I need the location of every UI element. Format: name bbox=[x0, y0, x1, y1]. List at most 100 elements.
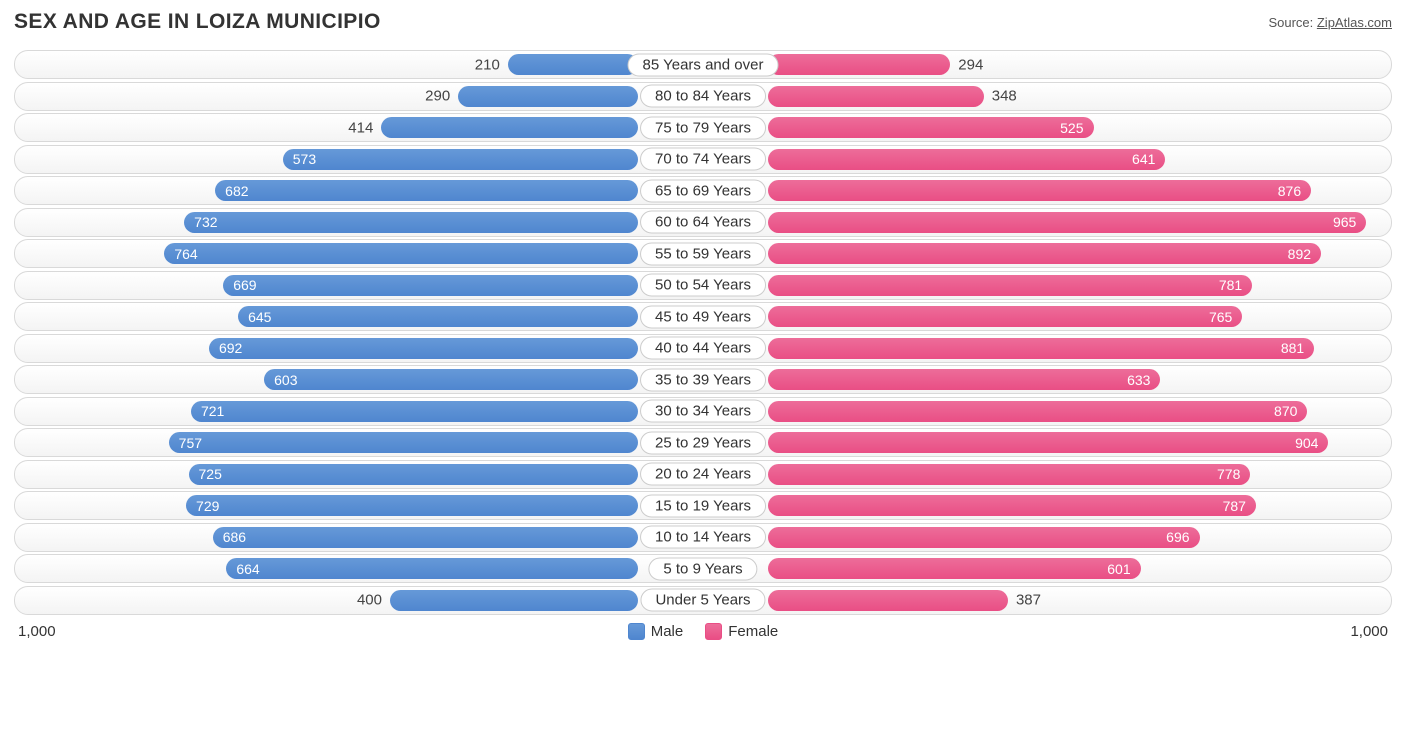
male-bar: 729 bbox=[186, 495, 638, 516]
male-value: 757 bbox=[179, 435, 202, 451]
male-value: 729 bbox=[196, 498, 219, 514]
age-group-label: 50 to 54 Years bbox=[640, 274, 766, 297]
pyramid-row: 57364170 to 74 Years bbox=[14, 145, 1392, 174]
age-group-label: 35 to 39 Years bbox=[640, 368, 766, 391]
male-bar: 664 bbox=[226, 558, 638, 579]
male-bar: 764 bbox=[164, 243, 638, 264]
male-value: 686 bbox=[223, 529, 246, 545]
male-bar: 721 bbox=[191, 401, 638, 422]
female-value: 641 bbox=[1132, 151, 1155, 167]
age-group-label: 75 to 79 Years bbox=[640, 116, 766, 139]
male-value: 603 bbox=[274, 372, 297, 388]
female-bar: 696 bbox=[768, 527, 1200, 548]
pyramid-row: 210 294 85 Years and over bbox=[14, 50, 1392, 79]
age-group-label: 55 to 59 Years bbox=[640, 242, 766, 265]
pyramid-row: 664 601 5 to 9 Years bbox=[14, 554, 1392, 583]
female-bar: 633 bbox=[768, 369, 1160, 390]
pyramid-row: 290 348 80 to 84 Years bbox=[14, 82, 1392, 111]
age-group-label: 45 to 49 Years bbox=[640, 305, 766, 328]
male-bar: 732 bbox=[184, 212, 638, 233]
male-value: 664 bbox=[236, 561, 259, 577]
female-bar: 765 bbox=[768, 306, 1242, 327]
male-bar bbox=[390, 590, 638, 611]
male-bar: 725 bbox=[189, 464, 639, 485]
female-bar: 641 bbox=[768, 149, 1165, 170]
age-group-label: 30 to 34 Years bbox=[640, 400, 766, 423]
male-bar bbox=[508, 54, 638, 75]
male-bar bbox=[458, 86, 638, 107]
pyramid-row: 725 778 20 to 24 Years bbox=[14, 460, 1392, 489]
female-bar: 870 bbox=[768, 401, 1307, 422]
source-link[interactable]: ZipAtlas.com bbox=[1317, 15, 1392, 30]
female-bar: 601 bbox=[768, 558, 1141, 579]
female-value: 696 bbox=[1166, 529, 1189, 545]
male-bar bbox=[381, 117, 638, 138]
male-bar: 692 bbox=[209, 338, 638, 359]
male-value: 645 bbox=[248, 309, 271, 325]
male-value: 573 bbox=[293, 151, 316, 167]
pyramid-row: 41452575 to 79 Years bbox=[14, 113, 1392, 142]
female-value: 965 bbox=[1333, 214, 1356, 230]
female-value: 294 bbox=[958, 56, 983, 73]
legend-male-label: Male bbox=[651, 623, 684, 640]
age-group-label: 85 Years and over bbox=[628, 53, 779, 76]
chart-legend: Male Female bbox=[628, 623, 779, 640]
pyramid-row: 721 870 30 to 34 Years bbox=[14, 397, 1392, 426]
age-group-label: Under 5 Years bbox=[640, 589, 765, 612]
male-bar: 603 bbox=[264, 369, 638, 390]
chart-header: SEX AND AGE IN LOIZA MUNICIPIO Source: Z… bbox=[14, 10, 1392, 34]
female-value: 892 bbox=[1288, 246, 1311, 262]
pyramid-row: 682 876 65 to 69 Years bbox=[14, 176, 1392, 205]
male-value: 210 bbox=[475, 56, 500, 73]
pyramid-row: 603 633 35 to 39 Years bbox=[14, 365, 1392, 394]
age-group-label: 10 to 14 Years bbox=[640, 526, 766, 549]
pyramid-row: 669 781 50 to 54 Years bbox=[14, 271, 1392, 300]
female-value: 870 bbox=[1274, 403, 1297, 419]
legend-item-male: Male bbox=[628, 623, 684, 640]
pyramid-row: 764 892 55 to 59 Years bbox=[14, 239, 1392, 268]
male-value: 669 bbox=[233, 277, 256, 293]
male-value: 692 bbox=[219, 340, 242, 356]
female-value: 633 bbox=[1127, 372, 1150, 388]
pyramid-row: 400387Under 5 Years bbox=[14, 586, 1392, 615]
age-group-label: 25 to 29 Years bbox=[640, 431, 766, 454]
female-bar bbox=[768, 54, 950, 75]
chart-title: SEX AND AGE IN LOIZA MUNICIPIO bbox=[14, 10, 381, 34]
axis-label-right: 1,000 bbox=[1350, 623, 1388, 640]
female-bar: 781 bbox=[768, 275, 1252, 296]
source-prefix: Source: bbox=[1268, 15, 1316, 30]
age-group-label: 5 to 9 Years bbox=[648, 557, 757, 580]
male-bar: 682 bbox=[215, 180, 638, 201]
female-bar: 876 bbox=[768, 180, 1311, 201]
pyramid-row: 69288140 to 44 Years bbox=[14, 334, 1392, 363]
female-value: 904 bbox=[1295, 435, 1318, 451]
female-value: 781 bbox=[1219, 277, 1242, 293]
male-value: 764 bbox=[174, 246, 197, 262]
age-group-label: 20 to 24 Years bbox=[640, 463, 766, 486]
male-value: 290 bbox=[425, 88, 450, 105]
female-bar: 881 bbox=[768, 338, 1314, 359]
pyramid-row: 732 965 60 to 64 Years bbox=[14, 208, 1392, 237]
female-value: 876 bbox=[1278, 183, 1301, 199]
axis-label-left: 1,000 bbox=[18, 623, 56, 640]
female-bar bbox=[768, 86, 984, 107]
male-value: 732 bbox=[194, 214, 217, 230]
male-value: 682 bbox=[225, 183, 248, 199]
female-bar: 525 bbox=[768, 117, 1094, 138]
age-group-label: 65 to 69 Years bbox=[640, 179, 766, 202]
chart-footer: 1,000 Male Female 1,000 bbox=[14, 623, 1392, 640]
age-group-label: 80 to 84 Years bbox=[640, 85, 766, 108]
female-bar: 892 bbox=[768, 243, 1321, 264]
female-bar bbox=[768, 590, 1008, 611]
pyramid-row: 72978715 to 19 Years bbox=[14, 491, 1392, 520]
male-bar: 573 bbox=[283, 149, 638, 170]
male-bar: 686 bbox=[213, 527, 638, 548]
male-value: 400 bbox=[357, 592, 382, 609]
male-value: 721 bbox=[201, 403, 224, 419]
female-value: 348 bbox=[992, 88, 1017, 105]
female-value: 778 bbox=[1217, 466, 1240, 482]
legend-female-label: Female bbox=[728, 623, 778, 640]
pyramid-row: 686 696 10 to 14 Years bbox=[14, 523, 1392, 552]
female-bar: 965 bbox=[768, 212, 1366, 233]
age-group-label: 60 to 64 Years bbox=[640, 211, 766, 234]
